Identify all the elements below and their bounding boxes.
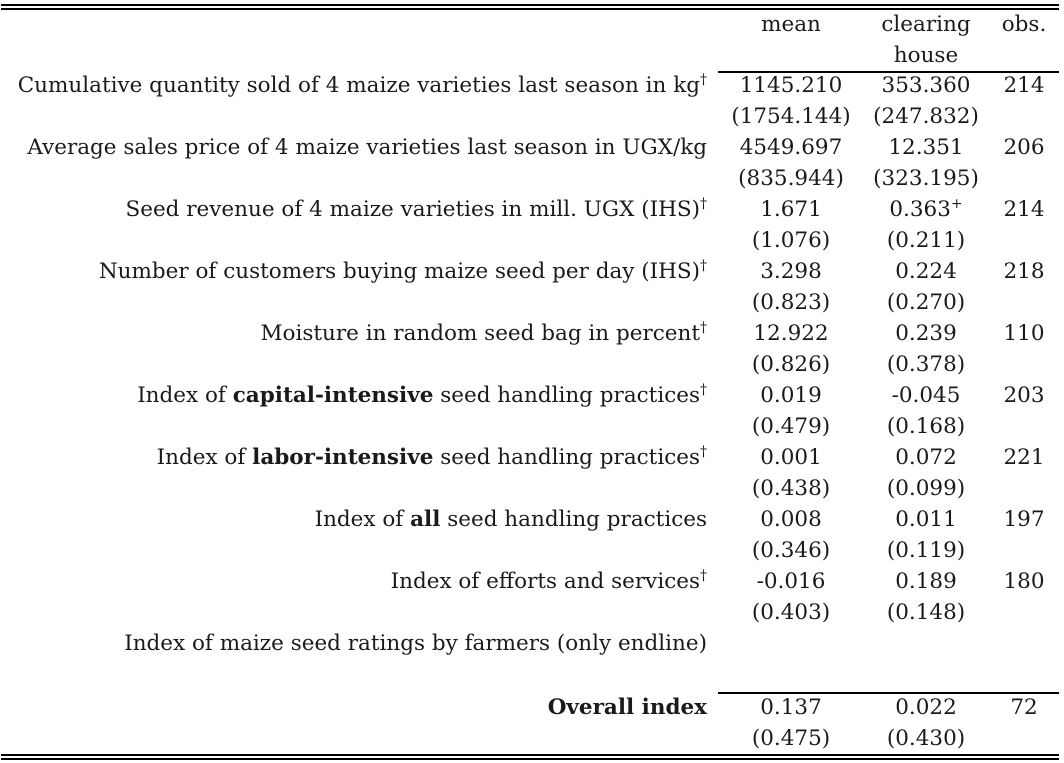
row-clearing-house: 0.239 xyxy=(895,321,957,346)
row-mean-se: (0.826) xyxy=(751,352,831,377)
dagger-mark: † xyxy=(700,320,707,336)
top-rule-1 xyxy=(1,4,1059,6)
row-label: Index of maize seed ratings by farmers (… xyxy=(124,631,707,656)
header-rule xyxy=(718,71,1059,73)
row-label: Index of capital-intensive seed handling… xyxy=(137,382,707,408)
row-obs: 214 xyxy=(1003,73,1045,98)
dagger-mark: † xyxy=(700,72,707,88)
overall-label: Overall index xyxy=(547,695,707,720)
row-obs: 180 xyxy=(1003,569,1045,594)
significance-mark: + xyxy=(950,196,963,212)
row-label: Seed revenue of 4 maize varieties in mil… xyxy=(125,196,708,222)
header-mean: mean xyxy=(761,12,821,37)
row-label: Index of labor-intensive seed handling p… xyxy=(156,444,707,470)
row-mean-se: (0.346) xyxy=(751,538,831,563)
bottom-rule-2 xyxy=(1,758,1059,760)
row-mean: 0.008 xyxy=(760,507,822,532)
row-clearing-house: 0.189 xyxy=(895,569,957,594)
row-mean-se: (835.944) xyxy=(738,166,844,191)
row-obs: 110 xyxy=(1003,321,1045,346)
row-mean-se: (0.479) xyxy=(751,414,831,439)
overall-mean-se: (0.475) xyxy=(751,726,831,751)
row-label: Moisture in random seed bag in percent† xyxy=(260,320,707,346)
row-obs: 203 xyxy=(1003,383,1045,408)
row-mean-se: (0.438) xyxy=(751,476,831,501)
row-clearing-house: 0.011 xyxy=(895,507,957,532)
overall-clearing-house-se: (0.430) xyxy=(886,726,966,751)
row-obs: 197 xyxy=(1003,507,1045,532)
row-clearing-house: 0.072 xyxy=(895,445,957,470)
row-clearing-house-se: (0.211) xyxy=(886,228,966,253)
row-mean: 1.671 xyxy=(760,197,822,222)
row-mean: 0.001 xyxy=(760,445,822,470)
row-clearing-house: 12.351 xyxy=(888,135,964,160)
overall-rule xyxy=(718,692,1059,694)
row-mean: 12.922 xyxy=(753,321,829,346)
row-clearing-house-se: (0.119) xyxy=(886,538,966,563)
row-clearing-house-se: (0.168) xyxy=(886,414,966,439)
row-mean: 4549.697 xyxy=(739,135,843,160)
row-obs: 206 xyxy=(1003,135,1045,160)
row-label: Index of all seed handling practices xyxy=(314,507,707,532)
row-mean: -0.016 xyxy=(756,569,826,594)
row-clearing-house-se: (0.378) xyxy=(886,352,966,377)
row-mean-se: (0.823) xyxy=(751,290,831,315)
row-mean-se: (1754.144) xyxy=(731,104,851,129)
dagger-mark: † xyxy=(700,382,707,398)
row-clearing-house: 353.360 xyxy=(881,73,971,98)
row-label: Average sales price of 4 maize varieties… xyxy=(27,135,707,160)
row-mean-se: (0.403) xyxy=(751,600,831,625)
row-clearing-house-se: (0.148) xyxy=(886,600,966,625)
row-mean: 3.298 xyxy=(760,259,822,284)
overall-obs: 72 xyxy=(1010,695,1038,720)
row-clearing-house: 0.224 xyxy=(895,259,957,284)
header-clearing-house-line1: clearing xyxy=(881,12,971,37)
row-clearing-house-se: (323.195) xyxy=(873,166,979,191)
row-obs: 214 xyxy=(1003,197,1045,222)
row-mean: 1145.210 xyxy=(739,73,843,98)
row-obs: 221 xyxy=(1003,445,1045,470)
dagger-mark: † xyxy=(700,568,707,584)
row-label: Index of efforts and services† xyxy=(390,568,707,594)
dagger-mark: † xyxy=(700,444,707,460)
header-clearing-house-line2: house xyxy=(893,43,959,68)
row-label: Number of customers buying maize seed pe… xyxy=(98,258,707,284)
top-rule-2 xyxy=(1,8,1059,10)
overall-mean: 0.137 xyxy=(760,695,822,720)
row-obs: 218 xyxy=(1003,259,1045,284)
row-clearing-house-se: (0.270) xyxy=(886,290,966,315)
dagger-mark: † xyxy=(700,196,707,212)
row-clearing-house-se: (0.099) xyxy=(886,476,966,501)
row-clearing-house-se: (247.832) xyxy=(873,104,979,129)
dagger-mark: † xyxy=(700,258,707,274)
row-mean-se: (1.076) xyxy=(751,228,831,253)
row-clearing-house: 0.363+ xyxy=(889,196,963,222)
overall-clearing-house: 0.022 xyxy=(895,695,957,720)
bottom-rule-1 xyxy=(1,754,1059,756)
row-mean: 0.019 xyxy=(760,383,822,408)
header-obs: obs. xyxy=(1001,12,1047,37)
row-clearing-house: -0.045 xyxy=(891,383,961,408)
row-label: Cumulative quantity sold of 4 maize vari… xyxy=(17,72,707,98)
